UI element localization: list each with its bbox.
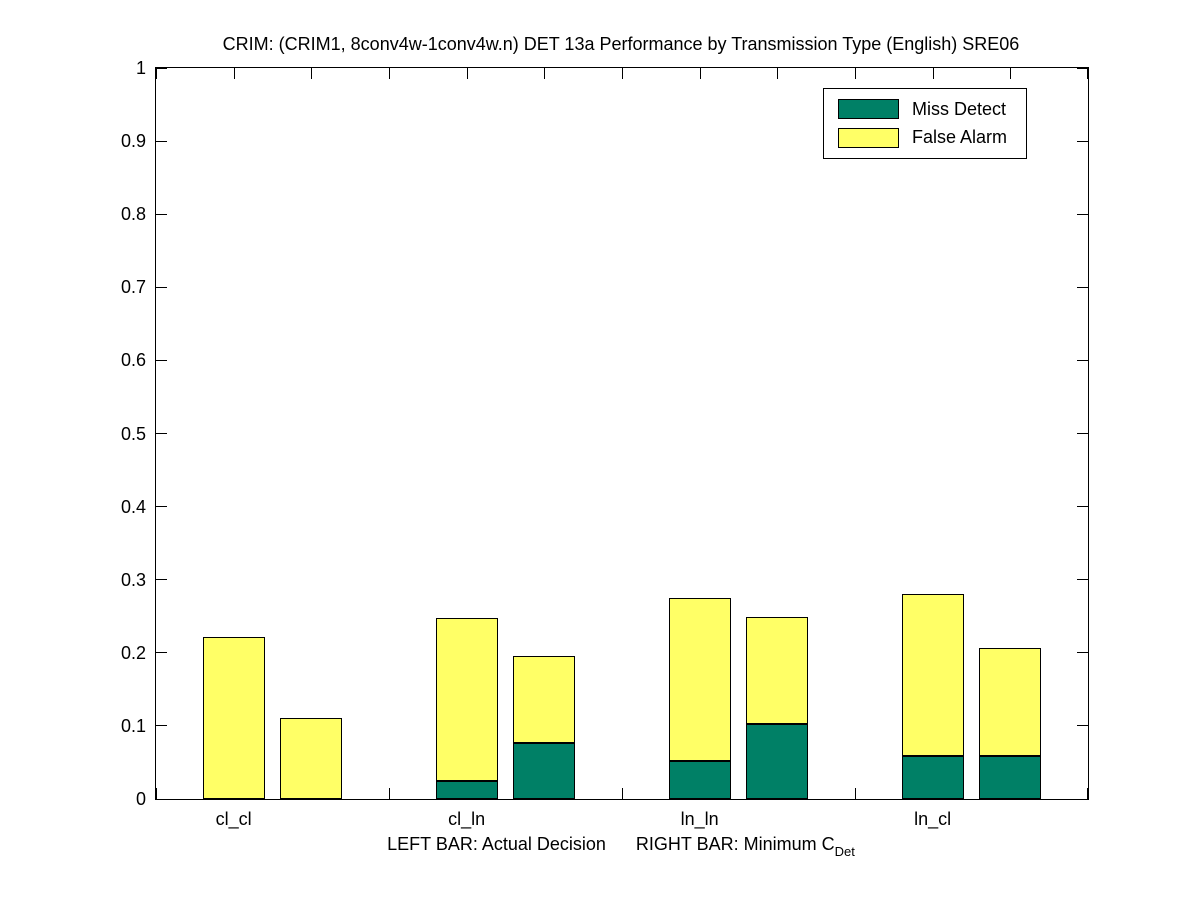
bar-miss-detect-segment: [746, 723, 809, 799]
x-category-label: ln_cl: [914, 809, 952, 829]
y-axis-tick-label: 0.4: [120, 496, 146, 517]
legend-label-miss-detect: Miss Detect: [912, 98, 1007, 119]
x-axis-tick: [156, 68, 157, 79]
x-axis-tick: [1087, 68, 1088, 79]
y-axis-tick: [156, 652, 167, 654]
x-category-label: cl_cl: [215, 809, 252, 829]
legend-swatch-miss-detect: [838, 99, 899, 120]
legend: Miss Detect False Alarm: [823, 88, 1027, 159]
bar-false-alarm-segment: [513, 655, 576, 743]
x-axis-tick: [233, 68, 235, 79]
y-axis-tick: [1077, 798, 1088, 800]
bar-false-alarm-segment: [901, 593, 964, 756]
legend-row-false-alarm: False Alarm: [824, 127, 1026, 148]
y-axis-tick: [1077, 725, 1088, 727]
bar-miss-detect-segment: [979, 755, 1042, 799]
y-axis-tick: [156, 433, 167, 434]
bar-minimum-cdet-ln_ln: [746, 68, 809, 799]
y-axis-tick-label: 1: [135, 58, 146, 78]
y-axis-tick: [156, 140, 167, 142]
x-axis-label-left: LEFT BAR: Actual Decision: [387, 834, 606, 854]
y-axis-tick-label: 0.2: [120, 642, 146, 663]
x-axis-tick: [156, 788, 157, 799]
y-axis-tick-label: 0.8: [120, 204, 146, 225]
bar-minimum-cdet-cl_ln: [513, 68, 576, 799]
y-axis-tick: [156, 286, 167, 288]
x-axis-label-right: RIGHT BAR: Minimum C: [635, 834, 835, 854]
y-axis-tick: [156, 725, 167, 727]
x-axis-tick: [311, 68, 313, 79]
x-axis-tick: [699, 68, 701, 79]
bar-false-alarm-segment: [435, 617, 498, 781]
y-axis-tick-label: 0.9: [120, 131, 146, 152]
bar-actual-decision-cl_ln: [435, 68, 498, 799]
y-axis-tick: [1077, 579, 1088, 581]
y-axis-tick: [1077, 213, 1088, 215]
legend-swatch-false-alarm: [838, 127, 899, 148]
y-axis-tick: [1077, 140, 1088, 142]
y-axis-tick: [1077, 359, 1088, 361]
y-axis-tick-label: 0: [135, 789, 146, 809]
y-axis-tick: [1077, 652, 1088, 654]
bar-false-alarm-segment: [280, 717, 343, 799]
x-axis-tick: [777, 68, 779, 79]
bar-actual-decision-cl_cl: [202, 68, 265, 799]
y-axis-tick: [156, 579, 167, 581]
plot-area: 0 0.1 0.2 0.3 0.4 0.5 0.6 0.7 0.8 0.9 1 cl_cl cl_ln l…: [121, 58, 1089, 829]
bar-actual-decision-ln_ln: [668, 68, 731, 799]
bar-miss-detect-segment: [668, 761, 731, 799]
bar-false-alarm-segment: [746, 617, 809, 724]
bar-false-alarm-segment: [202, 636, 265, 799]
x-axis-tick: [621, 788, 623, 799]
y-axis-tick-label: 0.5: [120, 423, 146, 444]
y-axis-tick-label: 0.3: [120, 569, 146, 590]
x-axis-tick: [621, 68, 623, 79]
legend-label-false-alarm: False Alarm: [912, 127, 1008, 148]
bar-miss-detect-segment: [513, 742, 576, 799]
y-axis-tick: [1077, 506, 1088, 508]
chart-title: CRIM: (CRIM1, 8conv4w-1conv4w.n) DET 13a…: [222, 34, 1020, 54]
x-axis-tick: [388, 788, 390, 799]
y-axis-tick: [156, 213, 167, 215]
y-axis-tick: [156, 67, 167, 69]
x-axis-label-subscript: Det: [834, 844, 855, 859]
legend-row-miss-detect: Miss Detect: [824, 99, 1026, 120]
y-axis-tick-label: 0.7: [120, 277, 146, 298]
x-axis-label: LEFT BAR: Actual Decision RIGHT BAR: Mini…: [155, 834, 1087, 859]
x-axis-tick: [544, 68, 546, 79]
y-axis-tick: [156, 506, 167, 508]
bar-false-alarm-segment: [979, 647, 1042, 756]
x-category-label: ln_ln: [680, 809, 719, 829]
x-axis-tick: [854, 788, 856, 799]
y-axis-tick: [156, 798, 167, 800]
x-category-label: cl_ln: [448, 809, 486, 829]
x-axis-tick: [1087, 788, 1088, 799]
bar-minimum-cdet-cl_cl: [280, 68, 343, 799]
bar-minimum-cdet-ln_cl: [979, 68, 1042, 799]
y-axis-tick-label: 0.1: [120, 715, 146, 736]
x-axis-tick: [854, 68, 856, 79]
x-axis-tick: [1010, 68, 1012, 79]
bar-actual-decision-ln_cl: [901, 68, 964, 799]
y-axis-tick: [1077, 286, 1088, 288]
bar-false-alarm-segment: [668, 598, 731, 761]
x-axis-tick: [388, 68, 390, 79]
y-axis-tick-label: 0.6: [120, 350, 146, 371]
y-axis-tick: [1077, 433, 1088, 434]
bar-miss-detect-segment: [435, 780, 498, 799]
x-axis-tick: [466, 68, 468, 79]
x-axis-tick: [932, 68, 934, 79]
bar-miss-detect-segment: [901, 755, 964, 799]
y-axis-tick: [156, 359, 167, 361]
y-axis-tick: [1077, 67, 1088, 69]
